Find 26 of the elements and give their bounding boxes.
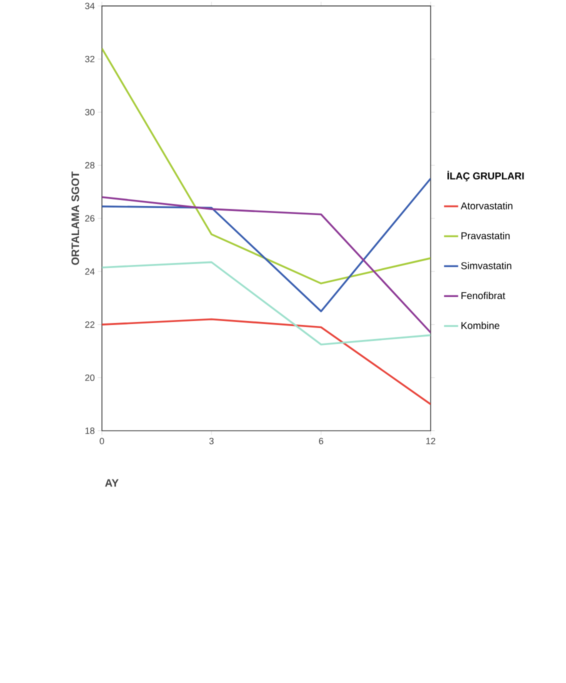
x-tick-label: 6	[319, 438, 324, 444]
line-series	[102, 196, 431, 334]
x-tick-label: 0	[100, 438, 104, 444]
y-tick-label: 34	[85, 2, 95, 10]
y-tick-label: 22	[85, 321, 95, 328]
line-series	[102, 318, 431, 406]
y-tick-label: 32	[85, 56, 95, 62]
y-tick-label: 30	[85, 108, 95, 116]
legend-label: Atorvastatin	[460, 202, 513, 210]
x-tick-label: 3	[210, 438, 214, 444]
y-tick-label: 26	[85, 215, 95, 222]
y-tick-label: 28	[85, 162, 95, 168]
legend-label: Kombine	[462, 322, 500, 330]
legend-label: Pravastatin	[462, 232, 510, 240]
y-tick-label: 20	[85, 374, 95, 381]
x-axis-title: AY	[105, 479, 119, 487]
legend-label: Fenofibrat	[462, 292, 506, 300]
legend-label: Simvastatin	[461, 262, 512, 270]
y-tick-label: 18	[86, 428, 95, 434]
legend-title: İLAÇ GRUPLARI	[448, 170, 524, 182]
x-tick-label: 12	[426, 438, 436, 444]
line-series	[102, 178, 431, 312]
line-series	[102, 261, 431, 346]
y-axis-title: ORTALAMA SGOT	[72, 172, 80, 265]
line-series	[102, 48, 431, 284]
y-tick-label: 24	[85, 268, 95, 275]
